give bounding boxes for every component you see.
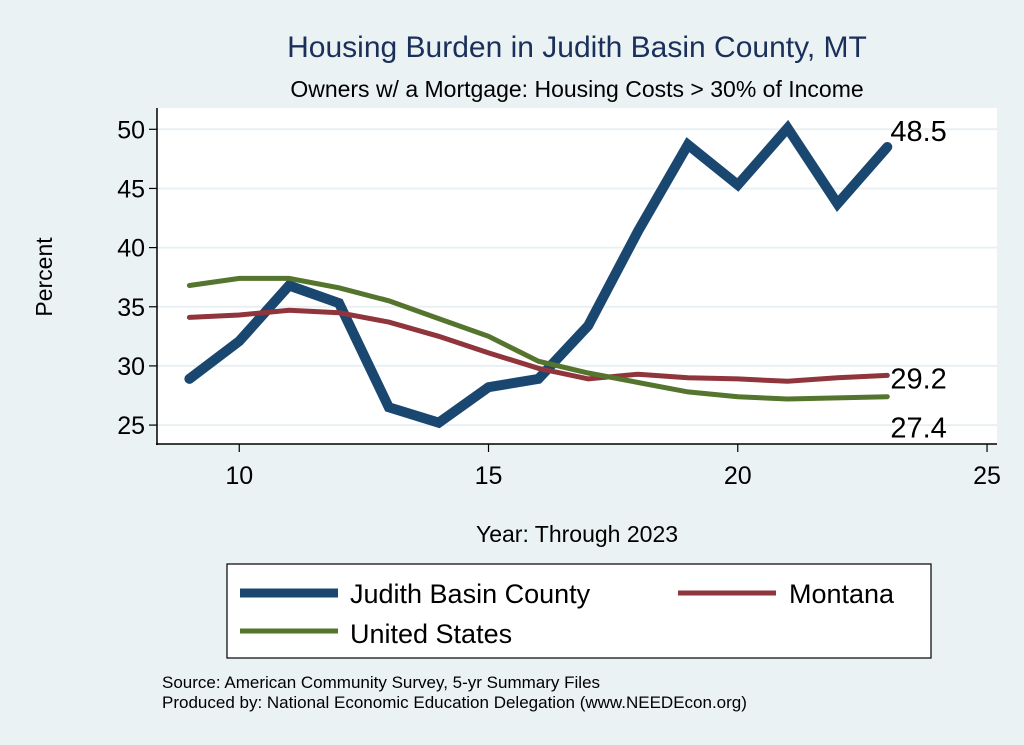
- end-label-judith-basin-county: 48.5: [890, 116, 946, 148]
- gridlines: [157, 128, 997, 427]
- y-tick-label-45: 45: [117, 175, 145, 203]
- series-lines: [184, 119, 893, 429]
- y-tick-label-40: 40: [117, 235, 145, 263]
- legend: Judith Basin County Montana United State…: [226, 563, 932, 659]
- legend-label-united-states: United States: [350, 619, 512, 649]
- axes: [156, 108, 997, 445]
- y-ticks: 25 30 35 40 45 50: [117, 116, 157, 440]
- end-labels: 48.5 29.2 27.4: [890, 116, 946, 445]
- x-tick-label-20: 20: [724, 462, 752, 490]
- legend-label-montana: Montana: [789, 579, 895, 609]
- produced-by-note: Produced by: National Economic Education…: [162, 693, 747, 712]
- plot-area: [157, 108, 997, 444]
- y-tick-label-50: 50: [117, 116, 145, 144]
- chart-subtitle: Owners w/ a Mortgage: Housing Costs > 30…: [290, 76, 863, 102]
- x-tick-label-25: 25: [973, 462, 1001, 490]
- y-tick-label-25: 25: [117, 412, 145, 440]
- chart-title: Housing Burden in Judith Basin County, M…: [287, 31, 867, 64]
- x-tick-label-15: 15: [475, 462, 503, 490]
- end-label-montana: 29.2: [890, 363, 946, 395]
- legend-box: [226, 563, 932, 659]
- x-ticks: 10 15 20 25: [225, 444, 1001, 490]
- y-tick-label-35: 35: [117, 294, 145, 322]
- y-tick-label-30: 30: [117, 353, 145, 381]
- legend-label-judith-basin: Judith Basin County: [350, 579, 591, 609]
- end-label-united-states: 27.4: [890, 413, 946, 445]
- y-axis-label: Percent: [31, 237, 57, 317]
- source-note: Source: American Community Survey, 5-yr …: [162, 673, 600, 692]
- x-axis-label: Year: Through 2023: [476, 521, 678, 547]
- x-tick-label-10: 10: [225, 462, 253, 490]
